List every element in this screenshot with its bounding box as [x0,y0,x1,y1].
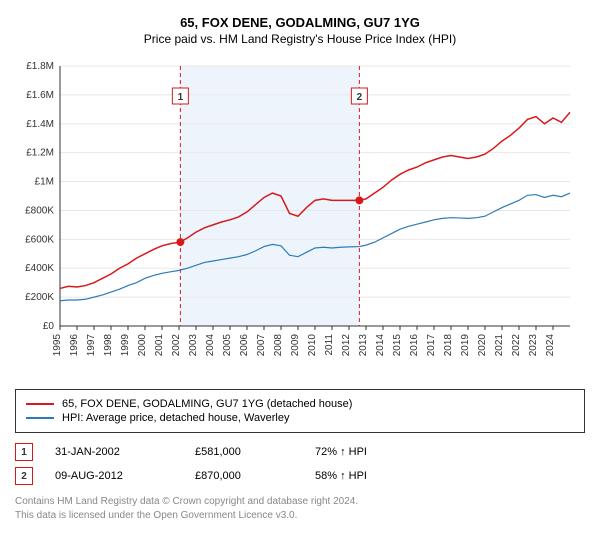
x-tick-label: 2008 [273,334,284,357]
x-tick-label: 2022 [511,334,522,357]
x-tick-label: 2017 [426,334,437,357]
transaction-row: 1 31-JAN-2002£581,00072% ↑ HPI [15,443,585,461]
page-subtitle: Price paid vs. HM Land Registry's House … [15,32,585,46]
x-tick-label: 2009 [290,334,301,357]
chart-svg: £0 £200K £400K £600K £800K £1M £1.2M £1.4M £1.6M… [15,56,575,376]
transaction-date: 31-JAN-2002 [55,446,195,458]
y-tick-label: £800K [25,205,54,216]
x-tick-label: 2001 [154,334,165,357]
x-tick-label: 2015 [392,334,403,357]
x-tick-label: 2003 [188,334,199,357]
x-tick-label: 2012 [341,334,352,357]
footer-attribution: Contains HM Land Registry data © Crown c… [15,495,585,523]
transaction-marker-label: 1 [178,92,184,103]
x-tick-label: 2010 [307,334,318,357]
x-tick-label: 1996 [69,334,80,357]
transaction-price: £581,000 [195,446,315,458]
y-tick-label: £1M [35,177,54,188]
legend-item: HPI: Average price, detached house, Wave… [26,412,574,424]
transaction-marker-label: 2 [357,92,363,103]
x-tick-label: 2023 [528,334,539,357]
transaction-marker-icon: 1 [15,443,33,461]
x-tick-label: 2006 [239,334,250,357]
x-tick-label: 2002 [171,334,182,357]
y-tick-label: £1.2M [26,148,54,159]
x-tick-label: 1999 [120,334,131,357]
legend-item: 65, FOX DENE, GODALMING, GU7 1YG (detach… [26,398,574,410]
shaded-ownership-region [180,66,359,326]
footer-line-2: This data is licensed under the Open Gov… [15,509,585,523]
transactions-table: 1 31-JAN-2002£581,00072% ↑ HPI 2 09-AUG-201… [15,443,585,485]
x-tick-label: 2018 [443,334,454,357]
x-tick-label: 1995 [52,334,63,357]
y-tick-label: £1.4M [26,119,54,130]
x-tick-label: 1997 [86,334,97,357]
x-tick-label: 2005 [222,334,233,357]
legend-swatch [26,403,54,405]
y-tick-label: £400K [25,263,54,274]
x-tick-label: 2011 [324,334,335,356]
x-tick-label: 1998 [103,334,114,357]
legend-label: HPI: Average price, detached house, Wave… [62,412,289,424]
x-tick-label: 2016 [409,334,420,357]
y-tick-label: £600K [25,234,54,245]
x-tick-label: 2004 [205,334,216,357]
x-tick-label: 2000 [137,334,148,357]
price-chart: £0 £200K £400K £600K £800K £1M £1.2M £1.4M £1.6M… [15,56,585,381]
x-tick-label: 2019 [460,334,471,357]
title-block: 65, FOX DENE, GODALMING, GU7 1YG Price p… [15,15,585,46]
y-tick-label: £1.6M [26,90,54,101]
transaction-row: 2 09-AUG-2012£870,00058% ↑ HPI [15,467,585,485]
x-tick-label: 2013 [358,334,369,357]
transaction-marker-icon: 2 [15,467,33,485]
y-tick-label: £1.8M [26,61,54,72]
legend-swatch [26,417,54,419]
footer-line-1: Contains HM Land Registry data © Crown c… [15,495,585,509]
y-tick-label: £0 [43,321,55,332]
legend: 65, FOX DENE, GODALMING, GU7 1YG (detach… [15,389,585,433]
x-tick-label: 2024 [545,334,556,357]
transaction-delta: 72% ↑ HPI [315,446,435,458]
x-tick-label: 2021 [494,334,505,357]
transaction-delta: 58% ↑ HPI [315,470,435,482]
page-title: 65, FOX DENE, GODALMING, GU7 1YG [15,15,585,30]
transaction-date: 09-AUG-2012 [55,470,195,482]
legend-label: 65, FOX DENE, GODALMING, GU7 1YG (detach… [62,398,352,410]
y-tick-label: £200K [25,292,54,303]
x-tick-label: 2014 [375,334,386,357]
transaction-price: £870,000 [195,470,315,482]
x-tick-label: 2020 [477,334,488,357]
x-tick-label: 2007 [256,334,267,357]
